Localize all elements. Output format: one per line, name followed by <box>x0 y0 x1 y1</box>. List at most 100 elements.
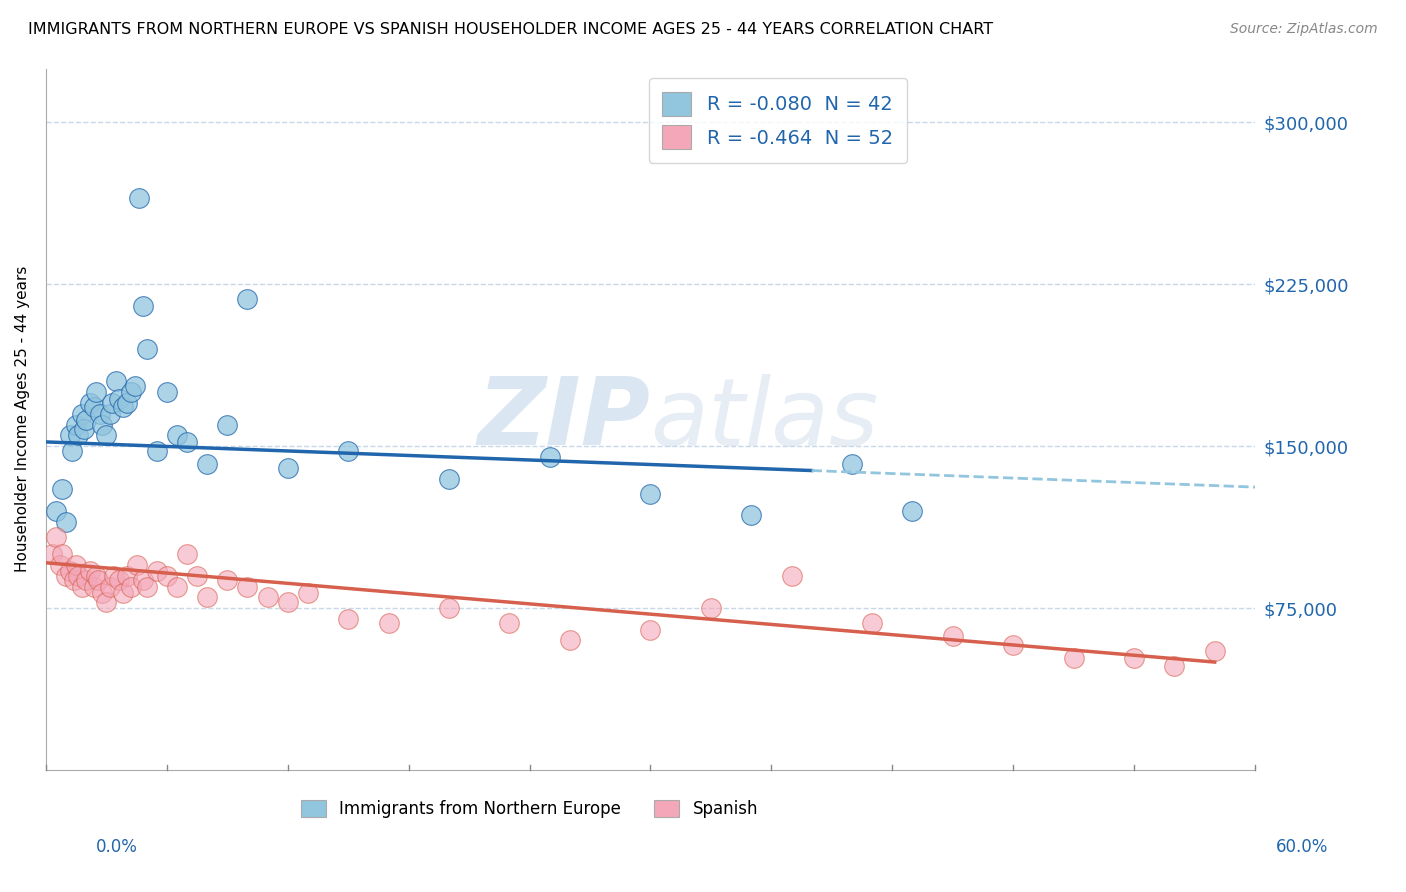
Point <box>120 385 142 400</box>
Point <box>86 385 108 400</box>
Point <box>437 472 460 486</box>
Point <box>49 558 72 572</box>
Point <box>83 401 105 415</box>
Point <box>841 457 863 471</box>
Point <box>277 594 299 608</box>
Point <box>59 428 82 442</box>
Point <box>236 580 259 594</box>
Point <box>901 504 924 518</box>
Point <box>59 565 82 579</box>
Point <box>73 422 96 436</box>
Point <box>115 568 138 582</box>
Point <box>131 573 153 587</box>
Point <box>79 565 101 579</box>
Point <box>100 580 122 594</box>
Point <box>45 530 67 544</box>
Y-axis label: Householder Income Ages 25 - 44 years: Householder Income Ages 25 - 44 years <box>15 266 30 573</box>
Point <box>79 396 101 410</box>
Point <box>217 573 239 587</box>
Point <box>166 580 188 594</box>
Text: 0.0%: 0.0% <box>96 838 138 855</box>
Text: 60.0%: 60.0% <box>1277 838 1329 855</box>
Point <box>51 483 73 497</box>
Point <box>96 428 118 442</box>
Point <box>146 565 169 579</box>
Point <box>115 396 138 410</box>
Point <box>1123 650 1146 665</box>
Point <box>135 342 157 356</box>
Point <box>337 443 360 458</box>
Point <box>83 580 105 594</box>
Point <box>135 580 157 594</box>
Point <box>1204 644 1226 658</box>
Point <box>75 413 97 427</box>
Point <box>538 450 561 464</box>
Point <box>176 547 198 561</box>
Point <box>176 434 198 449</box>
Point <box>87 573 110 587</box>
Point <box>96 594 118 608</box>
Point <box>70 407 93 421</box>
Point <box>65 558 87 572</box>
Point <box>195 457 218 471</box>
Text: IMMIGRANTS FROM NORTHERN EUROPE VS SPANISH HOUSEHOLDER INCOME AGES 25 - 44 YEARS: IMMIGRANTS FROM NORTHERN EUROPE VS SPANI… <box>28 22 993 37</box>
Point <box>103 568 125 582</box>
Point <box>63 573 86 587</box>
Point <box>640 623 662 637</box>
Point <box>86 568 108 582</box>
Point <box>297 586 319 600</box>
Point <box>55 515 77 529</box>
Point <box>75 573 97 587</box>
Point <box>128 191 150 205</box>
Point <box>107 392 129 406</box>
Point <box>67 428 90 442</box>
Point <box>100 407 122 421</box>
Text: ZIP: ZIP <box>478 373 651 466</box>
Point <box>41 547 63 561</box>
Point <box>256 591 278 605</box>
Point <box>111 401 134 415</box>
Point <box>107 573 129 587</box>
Point <box>236 293 259 307</box>
Point <box>860 616 883 631</box>
Point <box>89 407 111 421</box>
Point <box>558 633 581 648</box>
Point <box>156 568 179 582</box>
Point <box>65 417 87 432</box>
Point <box>60 443 83 458</box>
Point <box>700 601 723 615</box>
Point <box>51 547 73 561</box>
Point <box>120 580 142 594</box>
Point <box>942 629 965 643</box>
Point <box>101 396 124 410</box>
Point <box>105 375 128 389</box>
Point <box>131 299 153 313</box>
Point <box>70 580 93 594</box>
Point <box>1063 650 1085 665</box>
Text: atlas: atlas <box>651 374 879 465</box>
Text: Source: ZipAtlas.com: Source: ZipAtlas.com <box>1230 22 1378 37</box>
Point <box>146 443 169 458</box>
Point <box>156 385 179 400</box>
Point <box>195 591 218 605</box>
Point <box>1002 638 1025 652</box>
Point <box>125 558 148 572</box>
Point <box>124 379 146 393</box>
Point <box>498 616 520 631</box>
Point <box>186 568 208 582</box>
Point <box>166 428 188 442</box>
Point <box>1163 659 1185 673</box>
Point <box>55 568 77 582</box>
Point <box>640 487 662 501</box>
Point <box>277 460 299 475</box>
Point <box>337 612 360 626</box>
Point <box>91 417 114 432</box>
Legend: Immigrants from Northern Europe, Spanish: Immigrants from Northern Europe, Spanish <box>294 793 765 825</box>
Point <box>217 417 239 432</box>
Point <box>111 586 134 600</box>
Point <box>740 508 762 523</box>
Point <box>45 504 67 518</box>
Point <box>780 568 803 582</box>
Point <box>377 616 399 631</box>
Point <box>91 586 114 600</box>
